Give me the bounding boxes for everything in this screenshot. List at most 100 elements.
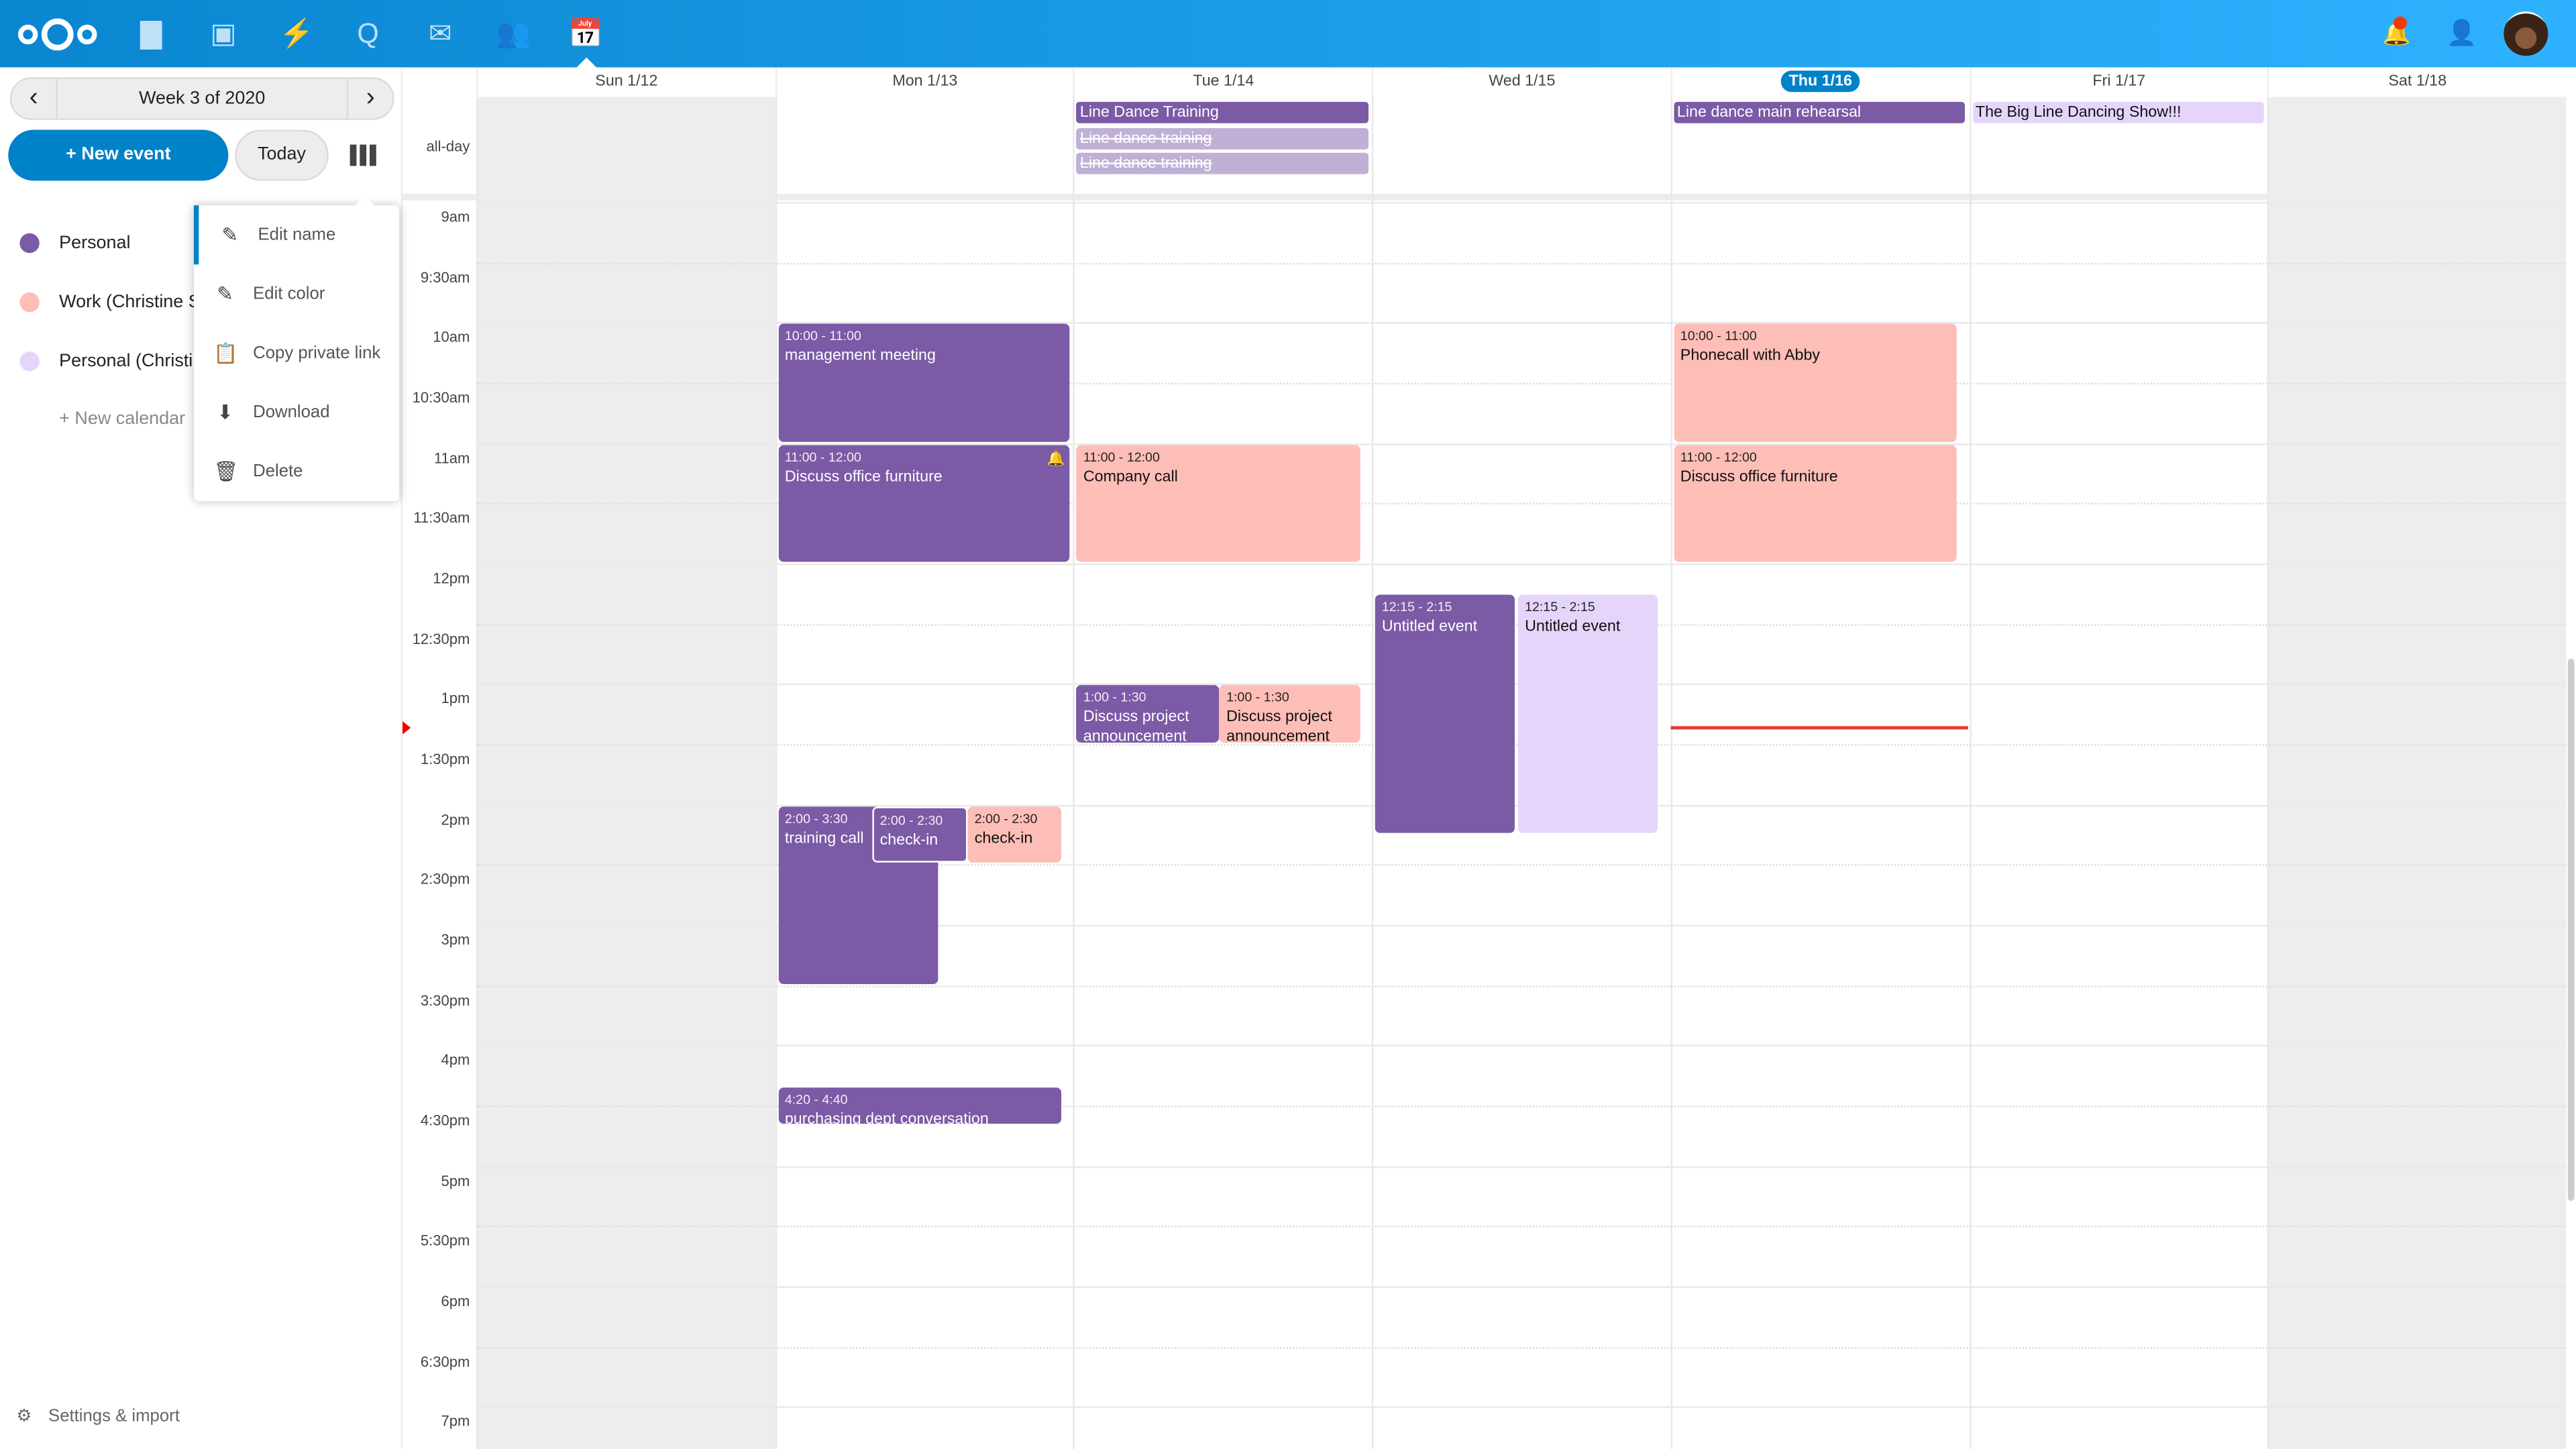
event-block[interactable]: 2:00 - 2:30 check-in: [967, 806, 1062, 863]
day-header-label: Sun 1/12: [595, 72, 658, 91]
day-column[interactable]: [1969, 97, 2267, 1449]
activity-app-icon[interactable]: ⚡: [279, 17, 315, 50]
event-block[interactable]: 10:00 - 11:00 management meeting: [778, 324, 1071, 441]
menu-item-download[interactable]: ⬇ Download: [194, 383, 399, 442]
time-gridline: [476, 382, 2567, 385]
time-label: 10:30am: [412, 389, 470, 406]
event-title: Discuss office furniture: [1680, 468, 1838, 486]
menu-item-delete[interactable]: 🗑 Delete: [194, 442, 399, 501]
time-label: 1:30pm: [420, 751, 470, 767]
event-block[interactable]: 1:00 - 1:30 Discuss project announcement: [1077, 685, 1220, 743]
scrollbar[interactable]: [2567, 659, 2575, 1201]
event-title: Untitled event: [1381, 618, 1478, 637]
calendar-item[interactable]: Work (Christine S: [0, 273, 402, 332]
calendar-color-dot[interactable]: [19, 292, 40, 313]
event-block[interactable]: 4:20 - 4:40 purchasing dept conversation: [778, 1087, 1062, 1124]
calendar-item[interactable]: Personal (Christi: [0, 332, 402, 391]
event-block[interactable]: 12:15 - 2:15 Untitled event: [1518, 595, 1659, 833]
time-label: 5pm: [441, 1172, 470, 1189]
files-app-icon[interactable]: ▇: [140, 17, 162, 50]
today-button[interactable]: Today: [235, 129, 329, 181]
all-day-event[interactable]: Line Dance Training: [1077, 101, 1369, 123]
time-label: 11:30am: [413, 509, 470, 527]
menu-item-label: Delete: [253, 462, 303, 482]
all-day-event[interactable]: Line dance training: [1077, 152, 1369, 174]
menu-item-edit-name[interactable]: ✎ Edit name: [193, 205, 399, 265]
calendar-name: Personal (Christi: [59, 352, 193, 372]
event-time: 2:00 - 3:30: [784, 810, 848, 826]
calendar-app-icon[interactable]: 📅: [568, 17, 604, 50]
photos-app-icon[interactable]: ▣: [210, 17, 237, 50]
event-title: management meeting: [784, 347, 936, 366]
time-gridline: [476, 1165, 2567, 1168]
all-day-event[interactable]: The Big Line Dancing Show!!!: [1972, 101, 2265, 123]
pencil-icon: ✎: [217, 282, 233, 306]
user-avatar[interactable]: [2504, 11, 2548, 56]
day-header[interactable]: Mon 1/13: [775, 67, 1073, 97]
next-week-button[interactable]: ›: [366, 83, 375, 112]
menu-item-label: Copy private link: [253, 343, 381, 364]
event-block[interactable]: 11:00 - 12:00 Discuss office furniture 🔔: [778, 444, 1071, 562]
event-block[interactable]: 11:00 - 12:00 Company call: [1077, 444, 1360, 562]
time-gridline: [476, 202, 2567, 204]
day-header[interactable]: Fri 1/17: [1969, 67, 2267, 97]
day-header[interactable]: Thu 1/16: [1670, 67, 1969, 97]
event-title: Discuss office furniture: [784, 468, 943, 486]
day-header-label: Wed 1/15: [1489, 72, 1556, 91]
day-header-label: Sat 1/18: [2388, 72, 2447, 91]
time-label: 6pm: [441, 1293, 470, 1309]
event-time: 11:00 - 12:00: [1680, 449, 1757, 465]
contacts-menu-icon[interactable]: 👤: [2446, 19, 2477, 48]
all-day-event[interactable]: Line dance main rehearsal: [1674, 101, 1966, 123]
time-gridline: [476, 924, 2567, 927]
day-column[interactable]: [2267, 97, 2567, 1449]
new-event-button[interactable]: + New event: [8, 129, 229, 181]
menu-item-edit-color[interactable]: ✎ Edit color: [194, 264, 399, 323]
day-column[interactable]: [1073, 97, 1372, 1449]
time-label: 10am: [433, 329, 470, 346]
day-header[interactable]: Tue 1/14: [1073, 67, 1372, 97]
event-title: training call: [784, 828, 864, 847]
talk-app-icon[interactable]: Q: [357, 17, 379, 50]
all-day-event[interactable]: Line dance training: [1077, 127, 1369, 149]
time-gridline: [476, 443, 2567, 445]
calendar-color-dot[interactable]: [19, 233, 40, 254]
day-column[interactable]: [476, 97, 775, 1449]
current-time-line: [1670, 726, 1970, 730]
calendar-color-dot[interactable]: [19, 352, 40, 372]
new-calendar-button[interactable]: + New calendar: [59, 409, 186, 429]
active-app-caret: [575, 57, 598, 69]
event-block[interactable]: 11:00 - 12:00 Discuss office furniture: [1674, 444, 1957, 562]
day-header[interactable]: Sat 1/18: [2267, 67, 2566, 97]
day-column[interactable]: [1670, 97, 1969, 1449]
menu-item-copy-private-link[interactable]: 📋 Copy private link: [194, 323, 399, 382]
time-label: 12:30pm: [412, 630, 470, 647]
mail-app-icon[interactable]: ✉: [428, 17, 452, 50]
day-column[interactable]: [1372, 97, 1670, 1449]
week-picker[interactable]: Week 3 of 2020: [56, 78, 349, 119]
event-block[interactable]: 12:15 - 2:15 Untitled event: [1375, 595, 1515, 833]
event-block[interactable]: 1:00 - 1:30 Discuss project announcement: [1220, 685, 1360, 743]
event-block[interactable]: 2:00 - 2:30 check-in: [871, 806, 968, 863]
settings-label: Settings & import: [48, 1406, 180, 1426]
calendar-name: Personal: [59, 233, 131, 254]
time-gridline: [476, 1226, 2567, 1228]
event-time: 10:00 - 11:00: [784, 329, 861, 344]
trash-icon: 🗑: [213, 460, 239, 484]
current-time-marker-icon: [402, 721, 411, 735]
event-block[interactable]: 10:00 - 11:00 Phonecall with Abby: [1674, 324, 1957, 441]
previous-week-button[interactable]: ‹: [29, 83, 38, 112]
time-label: 4:30pm: [420, 1112, 470, 1129]
event-time: 2:00 - 2:30: [879, 812, 943, 828]
day-header[interactable]: Wed 1/15: [1372, 67, 1670, 97]
notifications-bell-icon[interactable]: 🔔: [2382, 16, 2411, 48]
contacts-app-icon[interactable]: 👥: [496, 17, 531, 50]
menu-item-label: Edit name: [258, 225, 336, 245]
day-header[interactable]: Sun 1/12: [476, 67, 775, 97]
nextcloud-logo-icon[interactable]: [16, 16, 98, 52]
day-column[interactable]: [775, 97, 1073, 1449]
view-switcher-icon[interactable]: [350, 144, 376, 166]
calendar-item[interactable]: Personal: [0, 213, 402, 272]
settings-button[interactable]: ⚙ Settings & import: [16, 1406, 179, 1426]
